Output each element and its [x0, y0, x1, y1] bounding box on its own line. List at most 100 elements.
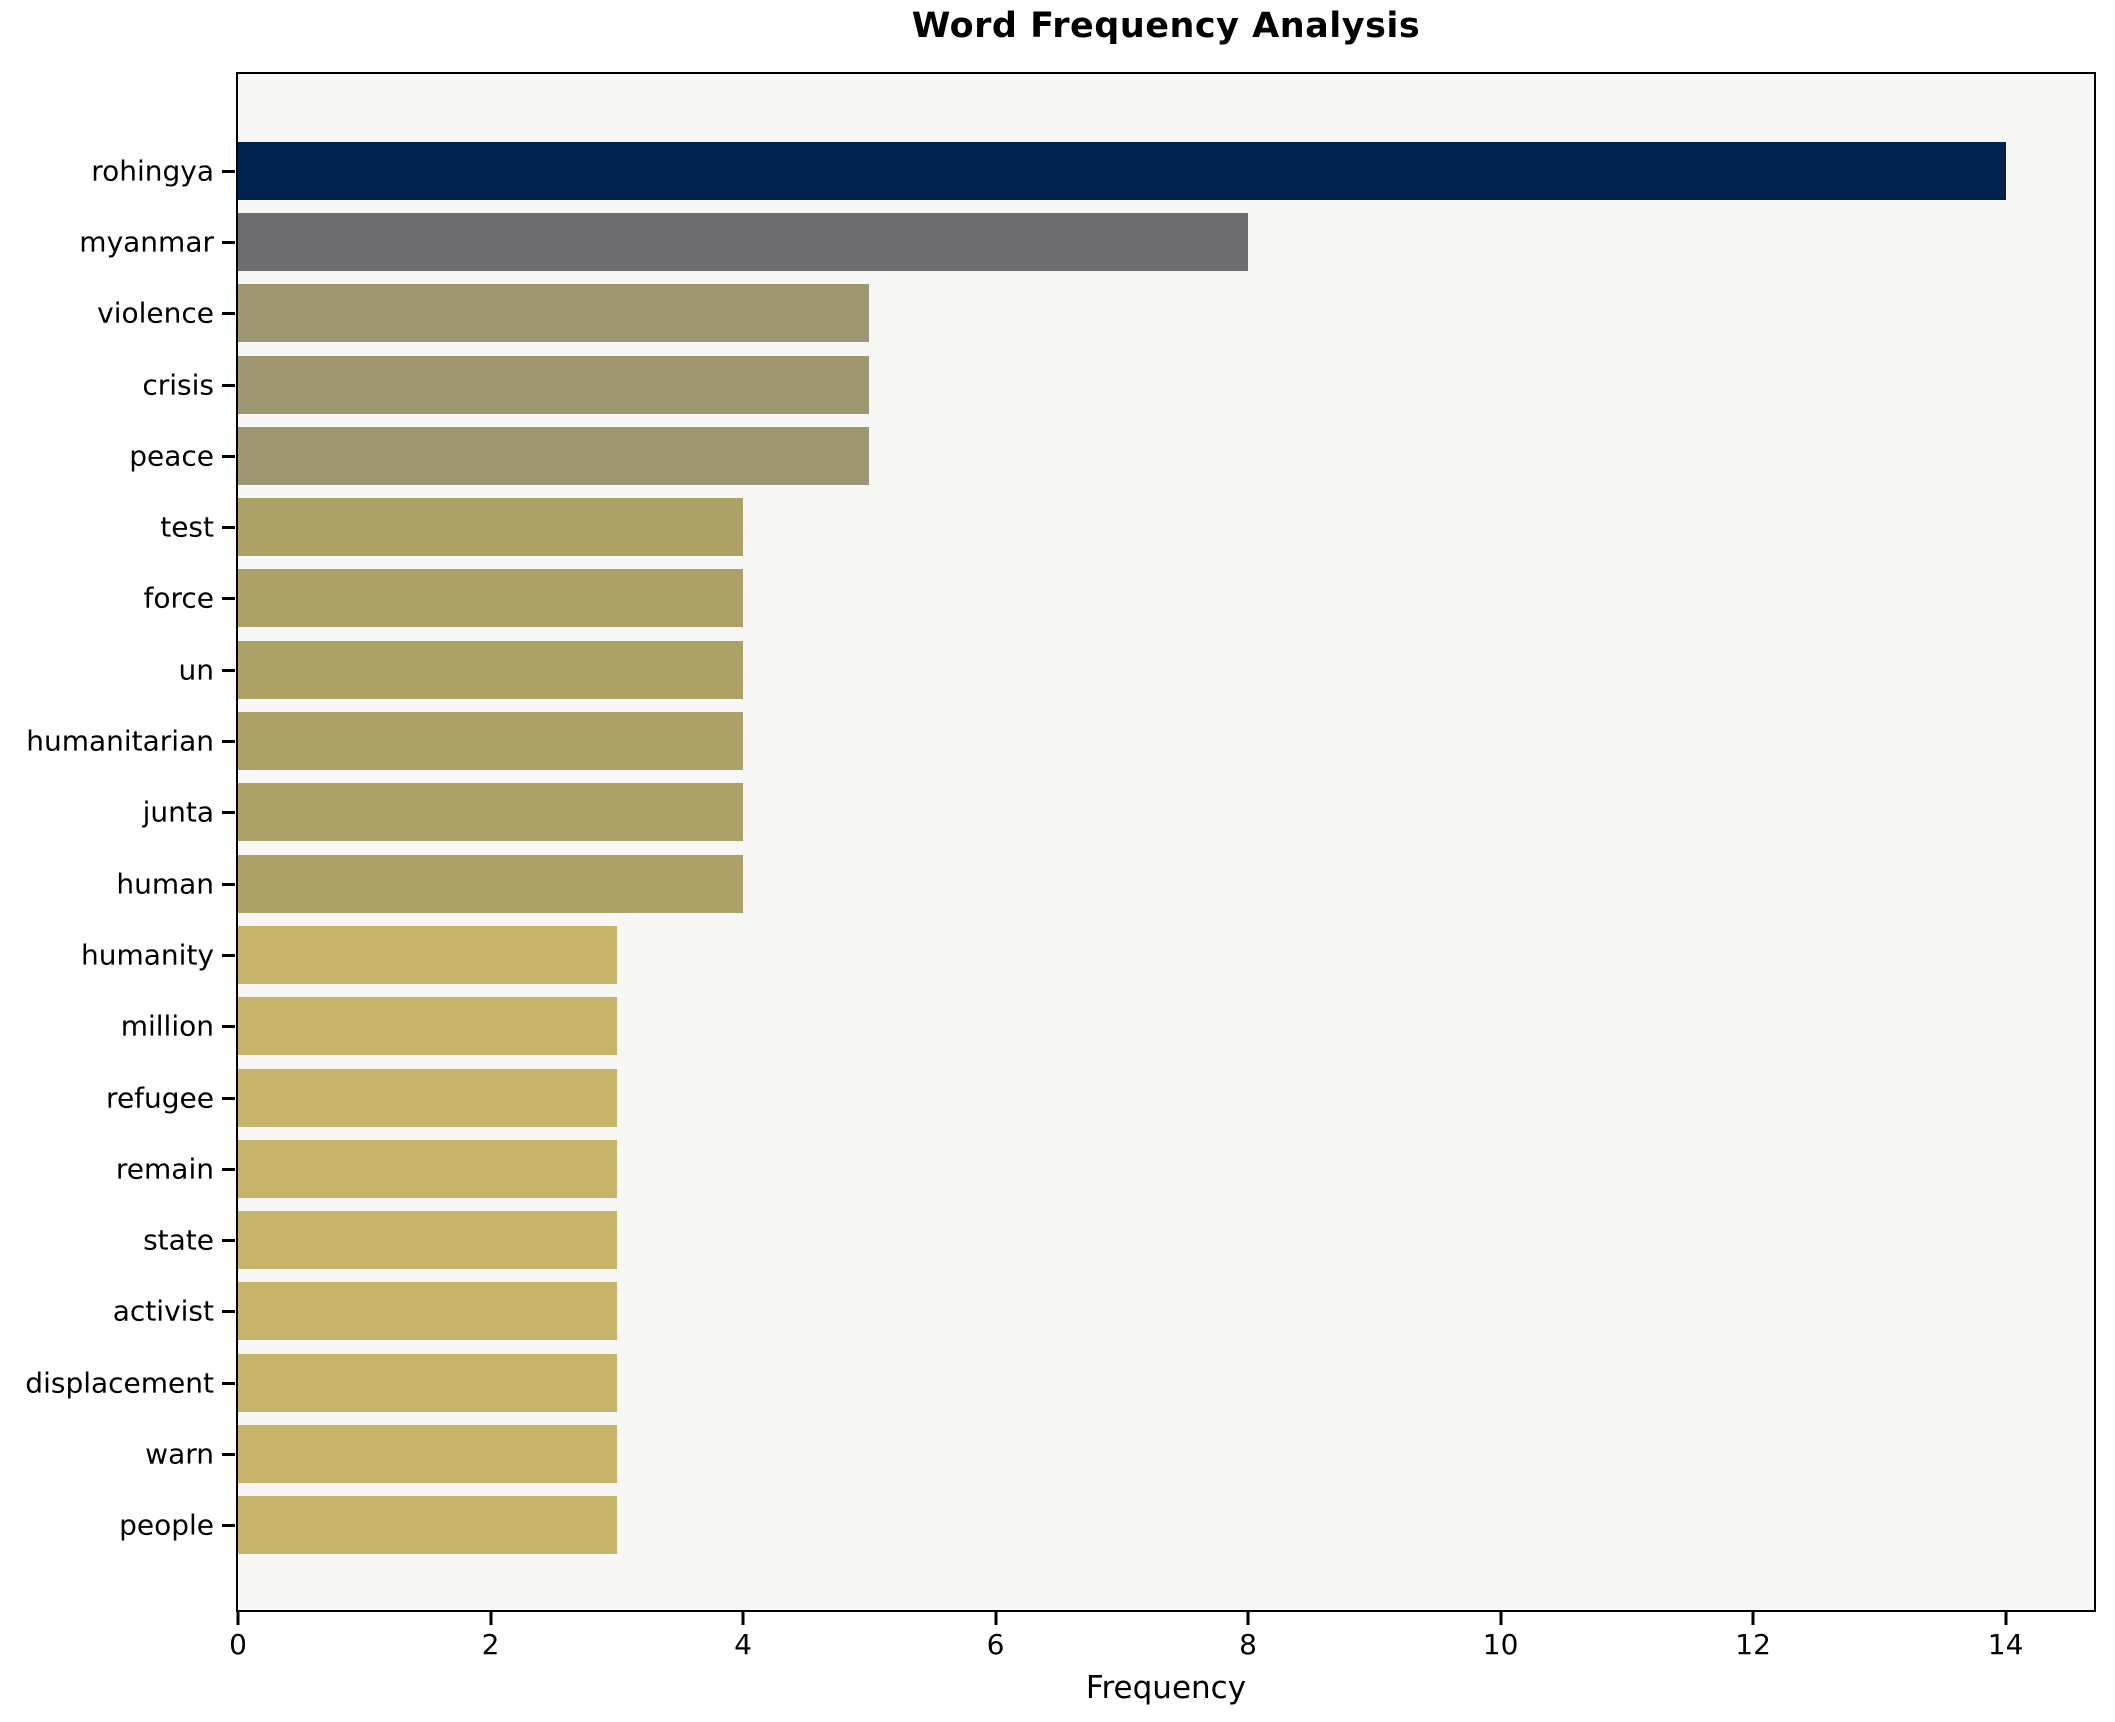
y-tick [222, 1524, 235, 1528]
y-tick-label: warn [145, 1437, 214, 1471]
y-tick [222, 312, 235, 316]
y-tick [222, 383, 235, 387]
bar-row: junta [143, 777, 2094, 848]
bars-area: rohingya myanmar violence crisis peace test fo… [25, 74, 2094, 1610]
x-tick [1246, 1612, 1250, 1625]
y-tick [222, 169, 235, 173]
x-tick [489, 1612, 493, 1625]
bar-row: peace [129, 420, 2094, 491]
bar-row: million [121, 991, 2094, 1062]
y-tick-label: humanity [81, 938, 214, 972]
y-tick-label: myanmar [79, 225, 214, 259]
bar [238, 712, 744, 771]
y-tick-label: human [116, 867, 214, 901]
bar [238, 1496, 617, 1555]
bar-row: displacement [25, 1347, 2094, 1418]
bar [238, 925, 617, 984]
x-tick-label: 8 [1239, 1628, 1257, 1661]
y-tick [222, 526, 235, 530]
x-tick [994, 1612, 998, 1625]
bar-row: state [143, 1204, 2094, 1275]
chart-title: Word Frequency Analysis [911, 6, 1421, 46]
x-tick-label: 12 [1735, 1628, 1771, 1661]
x-tick-label: 0 [229, 1628, 247, 1661]
y-tick-label: peace [129, 439, 214, 473]
y-tick-label: rohingya [91, 154, 214, 188]
x-tick-label: 6 [986, 1628, 1005, 1661]
bar [238, 1424, 617, 1483]
bar-row: test [160, 491, 2094, 562]
y-tick-label: million [120, 1009, 214, 1043]
bar-row: remain [116, 1133, 2094, 1204]
bar [238, 997, 617, 1056]
x-tick-label: 14 [1987, 1628, 2024, 1661]
bar [238, 1068, 617, 1127]
y-tick [222, 740, 235, 744]
y-tick-label: state [143, 1223, 214, 1257]
bar [238, 783, 744, 842]
bar [238, 498, 744, 557]
x-tick-label: 2 [481, 1628, 500, 1661]
x-tick [741, 1612, 745, 1625]
y-tick-label: un [178, 653, 215, 687]
y-tick [222, 882, 235, 886]
y-tick [222, 811, 235, 815]
x-tick-label: 10 [1482, 1628, 1519, 1661]
y-tick [222, 1381, 235, 1385]
bar [238, 569, 744, 628]
y-tick [222, 1239, 235, 1243]
y-tick-label: force [143, 581, 214, 615]
y-tick [222, 597, 235, 601]
y-tick-label: humanitarian [26, 724, 214, 758]
bar-row: crisis [142, 349, 2094, 420]
x-tick-label: 4 [734, 1628, 752, 1661]
y-tick [222, 1096, 235, 1100]
x-tick [1499, 1612, 1503, 1625]
y-tick-label: people [119, 1508, 214, 1542]
y-tick-label: displacement [25, 1366, 214, 1400]
bar-row: rohingya [91, 135, 2094, 206]
bar-row: people [119, 1490, 2094, 1561]
y-tick-label: violence [97, 296, 214, 330]
y-tick [222, 1025, 235, 1029]
bar [238, 1139, 617, 1198]
bar-row: humanity [81, 919, 2094, 990]
bar-row: violence [97, 278, 2094, 349]
x-axis-label: Frequency [1085, 1670, 1247, 1706]
bar [238, 355, 870, 414]
y-tick [222, 1167, 235, 1171]
y-tick [222, 1452, 235, 1456]
bar [238, 854, 744, 913]
y-tick-label: test [160, 510, 214, 544]
bar [238, 284, 870, 343]
y-tick [222, 240, 235, 244]
y-tick-label: activist [112, 1294, 214, 1328]
bar-row: activist [113, 1276, 2094, 1347]
bar-row: myanmar [79, 206, 2094, 277]
bar [238, 1282, 617, 1341]
y-tick [222, 953, 235, 957]
bar [238, 141, 2006, 200]
bar-row: un [179, 634, 2094, 705]
x-tick [236, 1612, 240, 1625]
bar [238, 212, 1249, 271]
y-tick-label: remain [115, 1152, 214, 1186]
y-tick-label: crisis [142, 368, 214, 402]
bar-row: humanitarian [26, 705, 2094, 776]
y-tick [222, 454, 235, 458]
bar [238, 1211, 617, 1270]
y-tick [222, 668, 235, 672]
bar [238, 640, 744, 699]
x-tick [2004, 1612, 2008, 1625]
bar-row: warn [145, 1418, 2094, 1489]
y-tick-label: junta [142, 795, 214, 829]
bar-row: human [116, 848, 2094, 919]
plot-area: rohingya myanmar violence crisis peace test fo… [25, 72, 2096, 1706]
y-tick [222, 1310, 235, 1314]
bar-row: refugee [106, 1062, 2094, 1133]
y-tick-label: refugee [106, 1081, 214, 1114]
x-tick [1751, 1612, 1755, 1625]
bar [238, 1353, 617, 1412]
bar [238, 426, 870, 485]
